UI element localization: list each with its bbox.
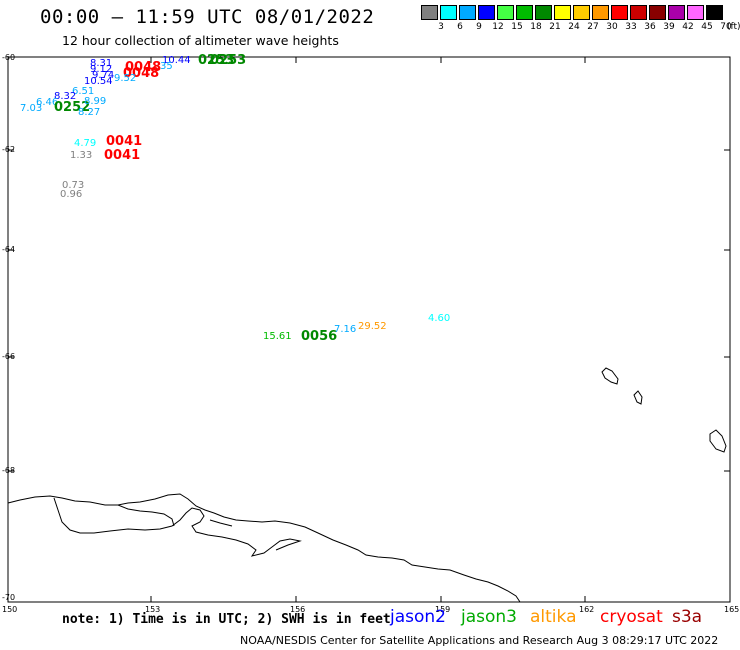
- swh-value: 9.52: [114, 73, 136, 84]
- lon-label: 156: [290, 605, 305, 614]
- colorbar-swatch: [592, 5, 609, 20]
- colorbar-swatch: [668, 5, 685, 20]
- pass-time: 0056: [301, 329, 337, 344]
- swh-value: 29.52: [358, 321, 387, 332]
- legend-cryosat: cryosat: [600, 607, 663, 627]
- axis-ticks: [8, 57, 730, 602]
- pass-time: 0048: [125, 60, 161, 75]
- colorbar-label: 36: [644, 22, 656, 32]
- lat-label: -68: [2, 466, 15, 475]
- colorbar-swatch: [440, 5, 457, 20]
- colorbar-swatch: [459, 5, 476, 20]
- lon-label: 162: [579, 605, 594, 614]
- map-subtitle: 12 hour collection of altimeter wave hei…: [62, 33, 339, 48]
- lon-label: 159: [435, 605, 450, 614]
- colorbar-label: 15: [511, 22, 523, 32]
- swh-value: 15.61: [263, 331, 292, 342]
- pass-time: 0253: [210, 53, 246, 68]
- antarctic-coastline: [7, 493, 521, 603]
- swh-value: 8.99: [84, 96, 106, 107]
- coastline-bay: [117, 504, 233, 527]
- colorbar-swatch: [649, 5, 666, 20]
- colorbar-label: 6: [457, 22, 463, 32]
- colorbar-label: 21: [549, 22, 561, 32]
- swh-value: 8.27: [78, 107, 100, 118]
- swh-value: 35: [160, 61, 173, 72]
- island: [633, 390, 643, 405]
- pass-time: 0041: [104, 148, 140, 163]
- swh-value: 8.32: [54, 91, 76, 102]
- lat-label: -66: [2, 352, 15, 361]
- colorbar-swatch: [497, 5, 514, 20]
- lon-label: 150: [2, 605, 17, 614]
- pass-time: 0253: [198, 53, 234, 68]
- lat-label: -62: [2, 145, 15, 154]
- lat-label: -60: [2, 53, 15, 62]
- colorbar-label: 24: [568, 22, 580, 32]
- colorbar-swatch: [687, 5, 704, 20]
- colorbar-label: 33: [625, 22, 637, 32]
- lon-label: 153: [145, 605, 160, 614]
- legend-altika: altika: [530, 607, 577, 627]
- credit-line: NOAA/NESDIS Center for Satellite Applica…: [240, 634, 719, 647]
- swh-value: 4.60: [428, 313, 450, 324]
- legend-jason3: jason3: [461, 607, 517, 627]
- colorbar-label: 18: [530, 22, 542, 32]
- colorbar-label: 12: [492, 22, 504, 32]
- legend-s3a: s3a: [672, 607, 703, 627]
- colorbar-swatch: [630, 5, 647, 20]
- swh-value: 0.96: [60, 189, 82, 200]
- colorbar-label: 27: [587, 22, 599, 32]
- swh-value: 4.79: [74, 138, 96, 149]
- colorbar-swatch: [706, 5, 723, 20]
- colorbar-swatch: [478, 5, 495, 20]
- island: [601, 367, 619, 385]
- swh-value: 1.33: [70, 150, 92, 161]
- legend-jason2: jason2: [390, 607, 446, 627]
- swh-value: 7.16: [334, 324, 356, 335]
- map-title: 00:00 – 11:59 UTC 08/01/2022: [40, 6, 375, 28]
- observation-labels: 8.31 9.12 9.74 0048 0048 10.44 0253 0253…: [20, 53, 450, 344]
- island: [709, 429, 727, 453]
- colorbar-label: 3: [438, 22, 444, 32]
- swh-value: 0.73: [62, 180, 84, 191]
- swh-value: 6.46: [36, 97, 58, 108]
- swh-value: 10.44: [162, 55, 191, 66]
- colorbar-label: 9: [476, 22, 482, 32]
- colorbar-swatch: [421, 5, 438, 20]
- colorbar-swatch: [535, 5, 552, 20]
- swh-value: 7.03: [20, 103, 42, 114]
- lon-label: 165: [724, 605, 739, 614]
- colorbar-swatch: [573, 5, 590, 20]
- swh-value: 9.12: [90, 64, 112, 75]
- colorbar-label: 42: [682, 22, 694, 32]
- pass-time: 0252: [54, 100, 90, 115]
- colorbar-label: 70: [720, 22, 732, 32]
- swh-value: 10.54: [84, 76, 113, 87]
- map-frame: [7, 56, 731, 603]
- lat-label: -64: [2, 245, 15, 254]
- colorbar-swatch: [554, 5, 571, 20]
- colorbar-swatch: [611, 5, 628, 20]
- colorbar-label: 39: [663, 22, 675, 32]
- pass-time: 0041: [106, 134, 142, 149]
- pass-time: 0048: [123, 66, 159, 81]
- colorbar-label: 45: [701, 22, 713, 32]
- swh-value: 9.74: [92, 70, 114, 81]
- colorbar-swatch: [516, 5, 533, 20]
- footnote: note: 1) Time is in UTC; 2) SWH is in fe…: [62, 612, 391, 627]
- lat-label: -70: [2, 593, 15, 602]
- colorbar-label: 30: [606, 22, 618, 32]
- swh-value: 8.31: [90, 58, 112, 69]
- swh-value: 6.51: [72, 86, 94, 97]
- colorbar-unit: (ft): [727, 22, 740, 32]
- coastline-inlet: [53, 497, 302, 557]
